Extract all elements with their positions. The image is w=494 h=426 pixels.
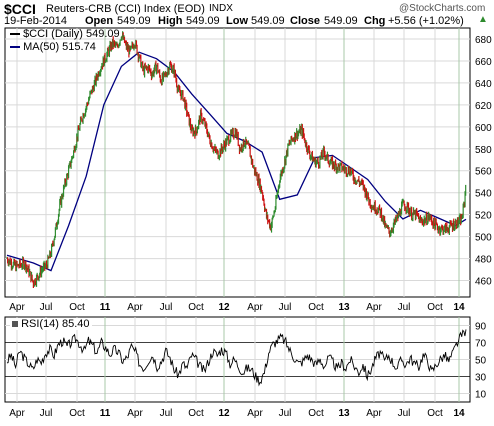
rsi-x-tick: Oct	[188, 408, 204, 419]
price-gridlines	[5, 28, 470, 297]
price-x-tick: Apr	[9, 302, 25, 313]
price-y-tick: 640	[475, 79, 492, 90]
rsi-x-tick: 11	[100, 408, 111, 419]
price-y-tick: 500	[475, 233, 492, 244]
rsi-x-tick: Jul	[160, 408, 173, 419]
price-x-tick: Oct	[69, 302, 85, 313]
price-y-tick: 580	[475, 145, 492, 156]
price-x-tick: Apr	[127, 302, 143, 313]
ma50-line	[6, 51, 467, 272]
price-x-tick-labels: Apr Jul Oct 11 Apr Jul Oct 12 Apr Jul Oct 13 Apr Jul O…	[9, 302, 465, 313]
low-value: 549.09	[251, 15, 285, 27]
price-x-tick: Jul	[279, 302, 292, 313]
price-y-tick: 540	[475, 189, 492, 200]
price-y-tick: 520	[475, 211, 492, 222]
close-value: 549.09	[324, 15, 358, 27]
up-arrow-icon: ▲	[478, 14, 488, 25]
price-bars-group	[6, 31, 467, 288]
ma-line-group	[6, 51, 467, 272]
price-x-tick: 12	[218, 302, 230, 313]
price-x-tick: 14	[453, 302, 465, 313]
price-y-tick: 600	[475, 123, 492, 134]
rsi-y-tick-labels: 10 30 50 70 90	[475, 322, 487, 401]
watermark: @StockCharts.com	[399, 3, 486, 14]
price-x-tick: Oct	[427, 302, 443, 313]
rsi-x-tick: Jul	[40, 408, 53, 419]
rsi-line	[6, 329, 467, 387]
close-label: Close	[290, 15, 320, 27]
rsi-x-tick: Apr	[366, 408, 382, 419]
rsi-x-tick: Oct	[308, 408, 324, 419]
quote-date: 19-Feb-2014	[4, 15, 67, 27]
rsi-x-tick: 13	[338, 408, 350, 419]
price-panel: 460 480 500 520 540 560 580 600 620 640 660 680 Apr…	[4, 27, 492, 313]
rsi-x-tick: 14	[453, 408, 465, 419]
rsi-x-tick: Apr	[9, 408, 25, 419]
price-y-tick: 680	[475, 35, 492, 46]
legend-rsi-label: RSI(14) 85.40	[21, 318, 90, 330]
rsi-y-tick: 70	[475, 339, 487, 350]
price-x-tick: 13	[338, 302, 350, 313]
price-x-tick: 11	[100, 302, 111, 313]
price-x-tick: Jul	[160, 302, 173, 313]
price-x-tick: Oct	[308, 302, 324, 313]
legend-price: $CCI (Daily) 549.09	[10, 28, 120, 40]
legend-ma: MA(50) 515.74	[10, 41, 96, 53]
price-x-tick: Jul	[398, 302, 411, 313]
price-x-tick: Oct	[188, 302, 204, 313]
rsi-x-tick: Jul	[398, 408, 411, 419]
rsi-x-tick: 12	[218, 408, 230, 419]
rsi-y-tick: 10	[475, 390, 487, 401]
index-description: Reuters-CRB (CCI) Index (EOD)	[46, 3, 205, 15]
symbol-label: $CCI	[4, 1, 36, 17]
price-y-tick: 560	[475, 167, 492, 178]
exchange-label: INDX	[209, 3, 233, 14]
rsi-x-tick: Oct	[69, 408, 85, 419]
high-value: 549.09	[186, 15, 220, 27]
rsi-x-tick: Oct	[427, 408, 443, 419]
price-y-tick: 620	[475, 101, 492, 112]
legend-price-swatch	[10, 33, 20, 36]
legend-ma-label: MA(50) 515.74	[23, 41, 96, 53]
rsi-line-group	[6, 329, 467, 387]
open-value: 549.09	[117, 15, 151, 27]
rsi-y-tick: 90	[475, 322, 487, 333]
legend-ma-swatch	[10, 46, 20, 49]
legend-price-label: $CCI (Daily) 549.09	[23, 28, 120, 40]
low-label: Low	[226, 15, 248, 27]
price-y-tick: 480	[475, 255, 492, 266]
legend-rsi: RSI(14) 85.40	[10, 318, 92, 330]
price-y-tick: 460	[475, 277, 492, 288]
price-x-tick: Jul	[40, 302, 53, 313]
high-label: High	[158, 15, 183, 27]
price-y-tick: 660	[475, 57, 492, 68]
rsi-x-tick: Apr	[247, 408, 263, 419]
rsi-y-tick: 50	[475, 356, 487, 367]
price-plot-frame	[4, 27, 471, 298]
price-y-tick-labels: 460 480 500 520 540 560 580 600 620 640 660 680	[475, 35, 492, 288]
chg-label: Chg	[364, 15, 386, 27]
rsi-y-tick: 30	[475, 373, 487, 384]
rsi-x-tick-labels: Apr Jul Oct 11 Apr Jul Oct 12 Apr Jul Oct 13 Apr Jul O…	[9, 408, 465, 419]
price-x-tick: Apr	[366, 302, 382, 313]
rsi-x-tick: Apr	[127, 408, 143, 419]
rsi-x-tick: Jul	[279, 408, 292, 419]
legend-rsi-swatch	[12, 321, 18, 328]
open-label: Open	[85, 15, 114, 27]
price-x-tick: Apr	[247, 302, 263, 313]
chg-value: +5.56 (+1.02%)	[388, 15, 464, 27]
rsi-panel: 10 30 50 70 90 Apr Jul Oct 11 Apr Jul Oct 12 Apr Jul O…	[4, 316, 487, 419]
